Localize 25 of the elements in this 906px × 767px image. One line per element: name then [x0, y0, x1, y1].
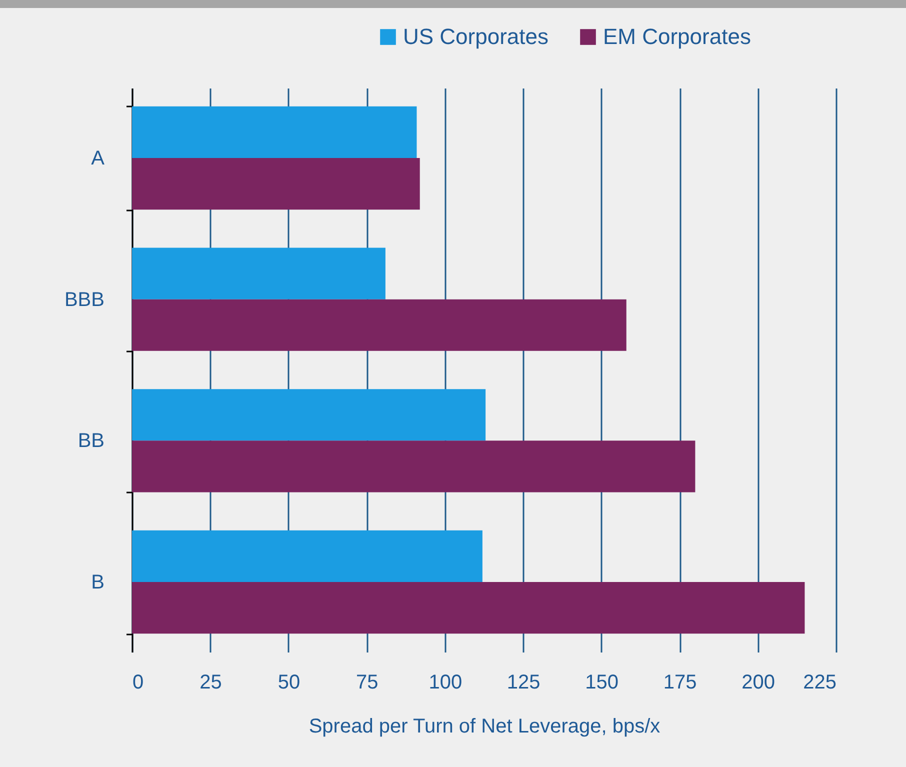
bar: [132, 440, 696, 492]
bar: [132, 106, 417, 158]
x-tick-label: 25: [200, 672, 222, 694]
legend-label: EM Corporates: [603, 24, 751, 49]
x-tick-label: 0: [132, 672, 144, 694]
bar: [132, 248, 386, 300]
bar: [132, 582, 805, 634]
legend-label: US Corporates: [403, 24, 549, 49]
x-tick-label: 175: [663, 672, 697, 694]
bar: [132, 299, 626, 351]
x-axis-title: Spread per Turn of Net Leverage, bps/x: [308, 716, 660, 738]
x-tick-label: 200: [742, 672, 775, 694]
y-tick-label: B: [91, 572, 104, 594]
y-tick-label: BB: [78, 430, 104, 452]
x-tick-label: 125: [506, 672, 540, 694]
bar: [132, 158, 420, 210]
bar: [132, 389, 486, 441]
x-tick-label: 75: [356, 672, 378, 694]
x-tick-label: 50: [278, 672, 300, 694]
x-tick-label: 225: [803, 672, 836, 694]
x-tick-label: 150: [585, 672, 619, 694]
y-tick-label: A: [91, 147, 106, 170]
y-tick-label: BBB: [64, 288, 104, 311]
bar: [132, 530, 482, 582]
x-tick-label: 100: [428, 672, 462, 694]
